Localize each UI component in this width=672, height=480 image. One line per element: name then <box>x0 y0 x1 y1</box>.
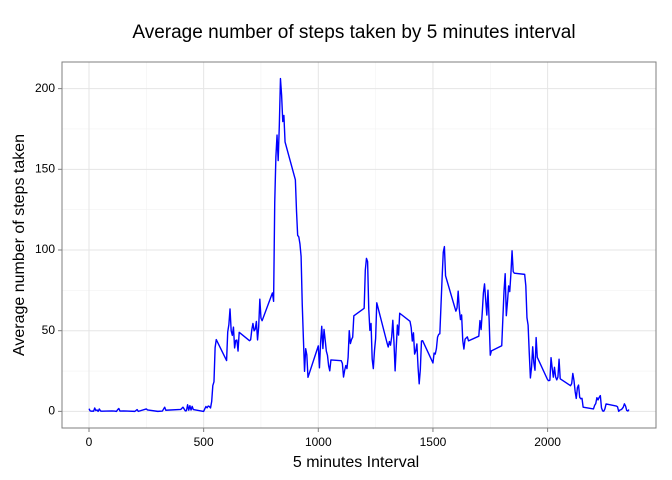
y-axis-title: Average number of steps taken <box>11 134 28 356</box>
y-tick-label: 100 <box>35 242 55 256</box>
x-tick-label: 500 <box>194 435 214 449</box>
line <box>88 77 630 413</box>
x-tick-label: 0 <box>86 435 93 449</box>
panel-border <box>61 61 657 429</box>
x-tick-label: 1500 <box>420 435 447 449</box>
chart-title: Average number of steps taken by 5 minut… <box>132 22 575 43</box>
y-tick-label: 50 <box>42 323 56 337</box>
y-tick-label: 200 <box>35 81 55 95</box>
y-tick-label: 150 <box>35 161 55 175</box>
x-axis-title: 5 minutes Interval <box>293 454 419 471</box>
y-tick-label: 0 <box>48 404 55 418</box>
x-tick-label: 1000 <box>305 435 332 449</box>
x-tick-label: 2000 <box>534 435 561 449</box>
